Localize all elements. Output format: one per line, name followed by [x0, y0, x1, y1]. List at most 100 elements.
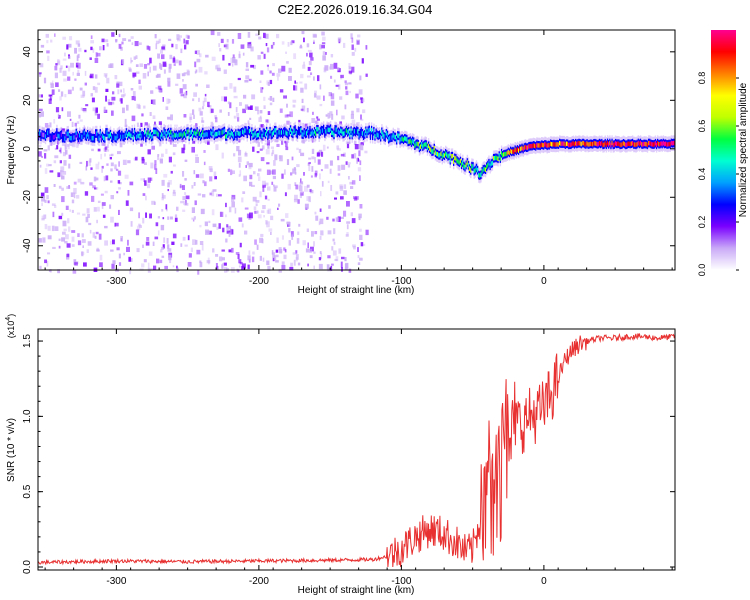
- signal-core: [449, 158, 451, 163]
- noise-speck: [174, 214, 178, 218]
- signal-core: [651, 142, 653, 147]
- colorbar-ticks: 0.00.20.40.60.8: [697, 72, 739, 276]
- signal-core: [307, 128, 309, 134]
- signal-core: [598, 141, 601, 146]
- signal-core: [80, 135, 82, 140]
- signal-core: [88, 134, 90, 139]
- noise-speck: [319, 173, 321, 180]
- noise-speck: [306, 107, 309, 113]
- noise-speck: [151, 268, 154, 271]
- noise-speck: [275, 254, 279, 258]
- signal-core: [193, 131, 195, 136]
- signal-core: [123, 135, 125, 140]
- noise-speck: [119, 143, 123, 148]
- noise-speck: [231, 170, 235, 174]
- noise-speck: [161, 179, 165, 186]
- noise-speck: [118, 253, 121, 259]
- signal-core: [527, 145, 529, 150]
- signal-core: [638, 141, 641, 146]
- noise-speck: [319, 84, 322, 90]
- noise-speck: [95, 177, 99, 181]
- noise-speck: [106, 144, 109, 149]
- signal-core: [215, 131, 218, 137]
- signal-core: [148, 133, 150, 139]
- signal-core: [611, 140, 613, 146]
- noise-speck: [347, 164, 351, 168]
- noise-speck: [194, 61, 197, 68]
- signal-core: [413, 139, 415, 144]
- noise-speck: [225, 214, 227, 218]
- y-tick-label: -20: [22, 190, 33, 205]
- noise-speck: [266, 64, 269, 67]
- signal-core: [323, 126, 325, 132]
- signal-core: [42, 132, 44, 138]
- noise-speck: [344, 82, 349, 86]
- signal-core: [483, 166, 486, 172]
- noise-speck: [258, 117, 262, 122]
- noise-speck: [215, 144, 219, 151]
- signal-core: [422, 144, 424, 149]
- noise-speck: [325, 52, 327, 55]
- noise-speck: [274, 154, 278, 161]
- noise-speck: [122, 38, 127, 41]
- noise-speck: [292, 99, 297, 103]
- signal-core: [632, 141, 634, 146]
- noise-speck: [228, 232, 231, 237]
- noise-speck: [344, 80, 347, 84]
- signal-core: [555, 142, 557, 147]
- noise-speck: [99, 46, 102, 51]
- signal-core: [388, 137, 390, 142]
- noise-speck: [61, 212, 64, 216]
- signal-core: [161, 132, 163, 137]
- noise-speck: [272, 252, 276, 258]
- signal-core: [92, 136, 95, 141]
- signal-core: [57, 133, 59, 139]
- noise-speck: [69, 209, 71, 212]
- signal-core: [541, 142, 544, 148]
- noise-speck: [291, 234, 294, 240]
- noise-speck: [330, 265, 333, 271]
- noise-speck: [225, 238, 228, 243]
- noise-speck: [339, 121, 342, 125]
- signal-core: [171, 133, 173, 138]
- noise-speck: [44, 168, 48, 174]
- noise-speck: [168, 156, 172, 163]
- signal-core: [467, 163, 470, 168]
- signal-core: [63, 135, 65, 141]
- noise-speck: [57, 269, 60, 274]
- noise-speck: [110, 153, 114, 156]
- noise-speck: [74, 78, 77, 81]
- noise-speck: [272, 63, 275, 67]
- signal-core: [661, 141, 663, 147]
- noise-speck: [181, 73, 186, 76]
- noise-speck: [257, 214, 262, 219]
- signal-core: [659, 142, 661, 147]
- noise-speck: [278, 269, 282, 273]
- noise-speck: [79, 119, 83, 122]
- noise-speck: [128, 256, 131, 262]
- noise-speck: [270, 215, 274, 221]
- signal-core: [498, 153, 500, 158]
- signal-core: [530, 144, 532, 149]
- signal-core: [212, 128, 214, 134]
- noise-speck: [95, 163, 100, 170]
- signal-core: [621, 142, 624, 147]
- noise-speck: [48, 94, 53, 97]
- signal-core: [280, 130, 283, 135]
- noise-speck: [67, 89, 72, 95]
- signal-core: [189, 130, 191, 135]
- noise-speck: [259, 148, 263, 151]
- noise-speck: [351, 154, 354, 159]
- noise-speck: [103, 106, 106, 113]
- signal-core: [569, 142, 571, 147]
- noise-speck: [273, 185, 278, 189]
- noise-speck: [50, 83, 54, 88]
- noise-speck: [157, 230, 160, 236]
- noise-speck: [202, 100, 205, 107]
- signal-core: [657, 141, 659, 146]
- spectrogram-x-axis-label: Height of straight line (km): [298, 285, 415, 296]
- noise-speck: [176, 206, 179, 211]
- signal-core: [390, 135, 392, 140]
- noise-speck: [95, 187, 99, 190]
- spectrogram-y-axis-label: Frequency (Hz): [6, 116, 17, 185]
